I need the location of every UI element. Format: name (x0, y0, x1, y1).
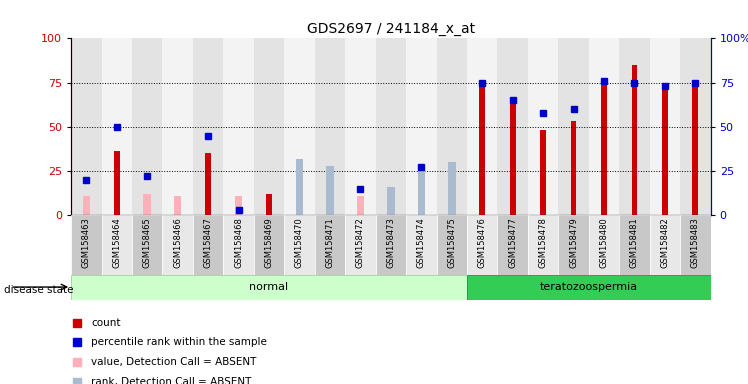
Bar (162, 38, 193, 215)
Bar (589, 215, 619, 275)
Bar (205, 153, 211, 215)
Bar (467, 215, 497, 275)
Bar (82, 195, 90, 215)
Bar (114, 151, 120, 215)
Bar (387, 187, 395, 215)
Bar (437, 215, 467, 275)
Text: teratozoospermia: teratozoospermia (540, 282, 638, 292)
Bar (345, 38, 375, 215)
Bar (479, 81, 485, 215)
Text: GSM158482: GSM158482 (660, 217, 669, 268)
Bar (235, 195, 242, 215)
Bar (345, 215, 375, 275)
Text: disease state: disease state (4, 285, 73, 295)
Bar (650, 38, 680, 215)
Bar (266, 194, 272, 215)
Bar (693, 84, 699, 215)
Text: GSM158479: GSM158479 (569, 217, 578, 268)
Text: GSM158477: GSM158477 (508, 217, 517, 268)
Bar (224, 38, 254, 215)
Text: percentile rank within the sample: percentile rank within the sample (91, 337, 267, 347)
Text: GSM158480: GSM158480 (599, 217, 609, 268)
Bar (406, 215, 437, 275)
Bar (619, 38, 650, 215)
Bar (254, 215, 284, 275)
Text: count: count (91, 318, 121, 328)
Bar (497, 38, 528, 215)
Text: GSM158464: GSM158464 (112, 217, 121, 268)
Bar (662, 88, 668, 215)
Text: GSM158468: GSM158468 (234, 217, 243, 268)
Bar (315, 215, 345, 275)
Bar (284, 215, 315, 275)
Bar (174, 195, 182, 215)
Text: GSM158473: GSM158473 (386, 217, 396, 268)
Text: GSM158463: GSM158463 (82, 217, 91, 268)
Bar (102, 215, 132, 275)
Bar (387, 195, 395, 215)
Bar (162, 215, 193, 275)
Bar (437, 38, 467, 215)
Bar (254, 38, 284, 215)
Bar (467, 38, 497, 215)
Text: GSM158483: GSM158483 (691, 217, 700, 268)
Text: GSM158476: GSM158476 (478, 217, 487, 268)
Bar (509, 104, 515, 215)
Text: GSM158478: GSM158478 (539, 217, 548, 268)
Text: rank, Detection Call = ABSENT: rank, Detection Call = ABSENT (91, 377, 252, 384)
Bar (619, 215, 650, 275)
Bar (558, 38, 589, 215)
Bar (102, 38, 132, 215)
Bar (193, 215, 224, 275)
Text: GSM158467: GSM158467 (203, 217, 212, 268)
Bar (540, 130, 546, 215)
Bar (224, 215, 254, 275)
Bar (375, 215, 406, 275)
Text: normal: normal (249, 282, 289, 292)
Text: GSM158481: GSM158481 (630, 217, 639, 268)
Bar (132, 38, 162, 215)
Bar (326, 166, 334, 215)
Bar (71, 215, 102, 275)
Text: GSM158474: GSM158474 (417, 217, 426, 268)
Text: GSM158470: GSM158470 (295, 217, 304, 268)
Bar (571, 121, 577, 215)
Bar (71, 275, 467, 300)
Bar (295, 176, 303, 215)
Bar (295, 159, 303, 215)
Bar (467, 275, 711, 300)
Bar (680, 215, 711, 275)
Bar (71, 38, 102, 215)
Bar (315, 38, 345, 215)
Bar (631, 65, 637, 215)
Bar (650, 215, 680, 275)
Text: GSM158466: GSM158466 (173, 217, 183, 268)
Bar (528, 215, 558, 275)
Bar (417, 167, 425, 215)
Bar (284, 38, 315, 215)
Bar (417, 180, 425, 215)
Bar (193, 38, 224, 215)
Bar (558, 215, 589, 275)
Bar (375, 38, 406, 215)
Text: GSM158471: GSM158471 (325, 217, 334, 268)
Bar (406, 38, 437, 215)
Text: value, Detection Call = ABSENT: value, Detection Call = ABSENT (91, 358, 257, 367)
Bar (326, 182, 334, 215)
Text: GSM158469: GSM158469 (265, 217, 274, 268)
Bar (497, 215, 528, 275)
Bar (357, 195, 364, 215)
Text: GSM158465: GSM158465 (143, 217, 152, 268)
Bar (680, 38, 711, 215)
Bar (132, 215, 162, 275)
Title: GDS2697 / 241184_x_at: GDS2697 / 241184_x_at (307, 22, 475, 36)
Bar (448, 176, 456, 215)
Bar (144, 194, 151, 215)
Bar (601, 81, 607, 215)
Bar (528, 38, 558, 215)
Text: GSM158472: GSM158472 (356, 217, 365, 268)
Text: GSM158475: GSM158475 (447, 217, 456, 268)
Bar (448, 162, 456, 215)
Bar (589, 38, 619, 215)
